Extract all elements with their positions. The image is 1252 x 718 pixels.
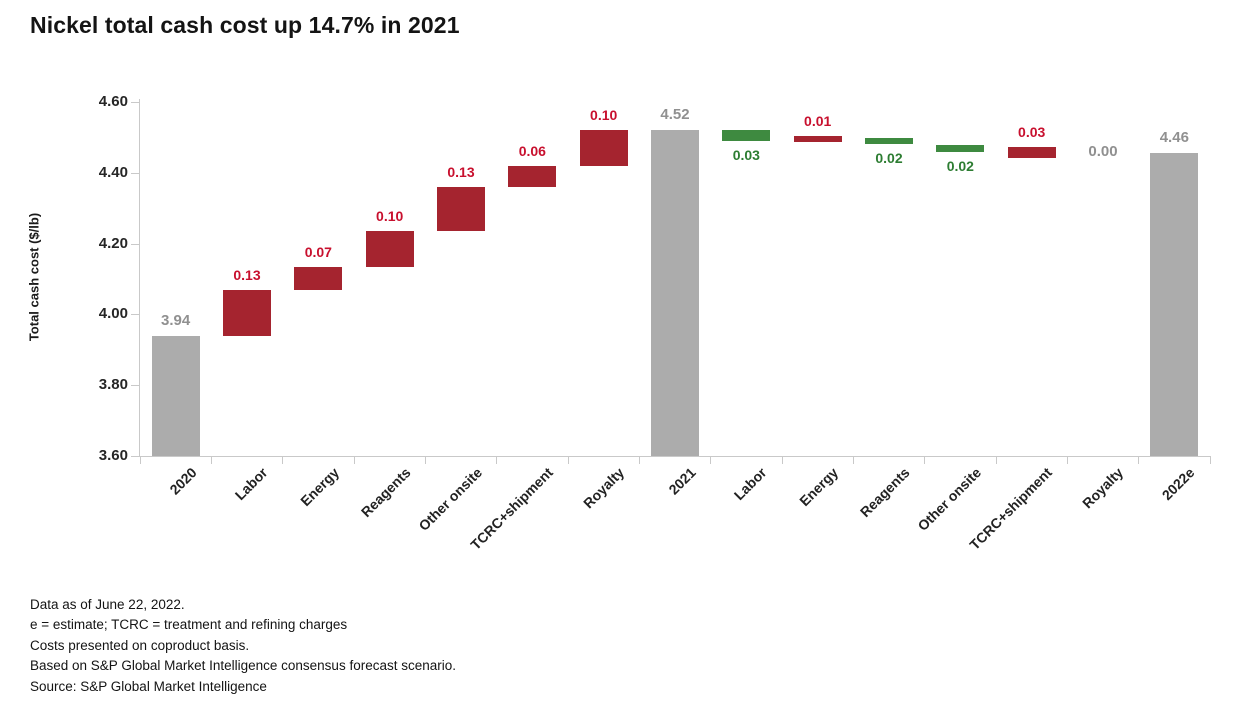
bar-value-label: 3.94 — [161, 311, 191, 329]
x-tick-mark — [638, 457, 640, 464]
bar-value-label: 4.52 — [660, 106, 690, 124]
footnote-line: e = estimate; TCRC = treatment and refin… — [30, 617, 348, 633]
y-tick-label: 4.40 — [98, 164, 128, 181]
y-tick-label: 4.00 — [98, 305, 128, 322]
y-tick-mark — [131, 102, 139, 103]
x-tick-mark — [995, 457, 997, 464]
bar-2021 — [651, 130, 699, 456]
x-tick-label: Labor — [731, 464, 770, 504]
bar-tcrc-shipment — [508, 165, 557, 187]
y-tick-mark — [131, 314, 139, 315]
bar-value-label: 0.00 — [1088, 142, 1118, 160]
x-tick-mark — [1209, 457, 1211, 464]
bar-value-label: 0.10 — [590, 107, 618, 124]
x-tick-mark — [353, 457, 355, 464]
x-tick-mark — [496, 457, 498, 464]
bar-other-onsite — [936, 145, 985, 152]
footnote-line: Costs presented on coproduct basis. — [30, 637, 250, 653]
x-tick-mark — [1066, 457, 1068, 464]
x-tick-label: Energy — [297, 464, 342, 510]
x-tick-label: Other onsite — [414, 464, 485, 534]
x-tick-label: Reagents — [357, 464, 414, 521]
bar-other-onsite — [437, 186, 485, 232]
y-tick-mark — [131, 244, 139, 245]
x-tick-mark — [710, 457, 712, 464]
footnote-line: Source: S&P Global Market Intelligence — [30, 678, 267, 694]
x-tick-mark — [924, 457, 926, 464]
x-tick-mark — [852, 457, 854, 464]
bar-labor — [722, 130, 771, 141]
bar-2020 — [151, 335, 200, 456]
bar-value-label: 0.01 — [804, 113, 832, 130]
bar-value-label: 0.02 — [875, 150, 903, 167]
y-tick-label: 3.60 — [98, 447, 128, 464]
x-tick-label: Royalty — [580, 464, 628, 512]
chart-title: Nickel total cash cost up 14.7% in 2021 — [30, 12, 460, 38]
y-axis-label: Total cash cost ($/lb) — [26, 212, 42, 342]
footnote-line: Based on S&P Global Market Intelligence … — [30, 658, 456, 674]
bar-value-label: 0.03 — [1018, 124, 1046, 141]
y-axis-line — [139, 99, 140, 456]
y-tick-mark — [131, 385, 139, 386]
x-tick-mark — [567, 457, 569, 464]
bar-labor — [223, 289, 271, 336]
x-tick-mark — [282, 457, 284, 464]
x-tick-label: Labor — [231, 464, 271, 504]
bar-value-label: 0.07 — [304, 243, 332, 260]
x-tick-label: Royalty — [1079, 464, 1127, 512]
y-tick-mark — [131, 456, 139, 457]
x-axis-line — [136, 456, 1211, 457]
y-tick-label: 4.60 — [98, 93, 128, 110]
footnote-line: Data as of June 22, 2022. — [30, 597, 185, 612]
bar-reagents — [365, 231, 414, 267]
bar-value-label: 0.10 — [376, 208, 404, 225]
y-tick-label: 3.80 — [98, 376, 128, 393]
y-tick-label: 4.20 — [98, 235, 128, 252]
x-tick-label: 2020 — [165, 464, 200, 498]
x-tick-label: 2021 — [665, 464, 699, 498]
bar-value-label: 0.06 — [518, 142, 546, 159]
x-tick-mark — [1138, 457, 1140, 464]
bar-reagents — [865, 138, 913, 145]
x-tick-label: Other onsite — [914, 464, 984, 534]
x-tick-mark — [781, 457, 783, 464]
bar-energy — [294, 266, 343, 290]
bar-royalty — [579, 130, 628, 166]
x-tick-mark — [139, 457, 141, 464]
bar-energy — [793, 136, 842, 142]
bar-tcrc-shipment — [1007, 147, 1056, 158]
x-tick-label: Energy — [796, 464, 842, 510]
bar-value-label: 0.03 — [732, 146, 760, 163]
bar-value-label: 4.46 — [1159, 128, 1189, 146]
x-tick-label: 2022e — [1159, 464, 1198, 504]
x-tick-mark — [210, 457, 212, 464]
bar-2022e — [1150, 152, 1199, 456]
bar-value-label: 0.02 — [946, 157, 974, 174]
x-tick-label: Reagents — [856, 464, 913, 521]
bar-value-label: 0.13 — [447, 163, 475, 180]
y-tick-mark — [131, 173, 139, 174]
bar-value-label: 0.13 — [233, 266, 261, 283]
x-tick-mark — [424, 457, 426, 464]
footnotes: Data as of June 22, 2022. e = estimate; … — [30, 595, 456, 697]
